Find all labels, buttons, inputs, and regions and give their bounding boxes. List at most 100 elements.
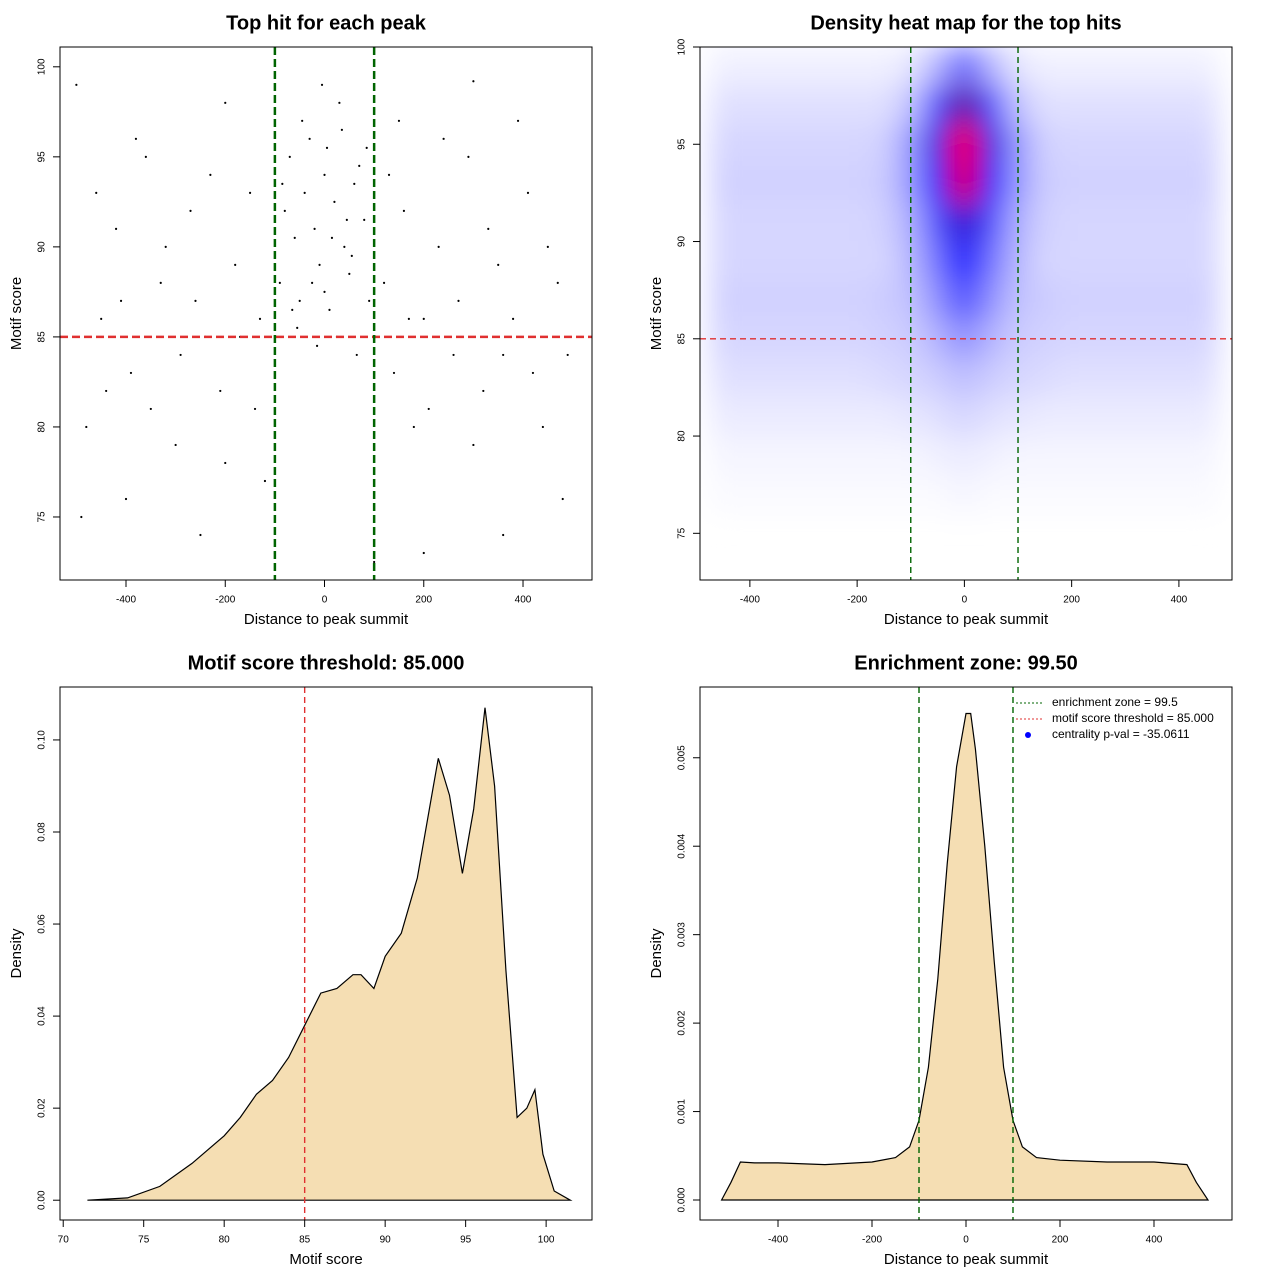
point bbox=[437, 245, 440, 248]
heat-cell bbox=[977, 124, 1006, 165]
legend-entry: centrality p-val = -35.0611 bbox=[1052, 727, 1190, 741]
y-tick-label: 85 bbox=[37, 331, 48, 343]
heat-cell bbox=[1138, 279, 1166, 320]
heat-cell bbox=[870, 279, 898, 320]
point bbox=[348, 272, 351, 275]
point bbox=[407, 317, 410, 321]
heat-cell bbox=[950, 396, 979, 437]
point bbox=[365, 146, 368, 149]
point bbox=[315, 344, 319, 348]
point bbox=[281, 182, 284, 185]
point bbox=[85, 425, 88, 429]
point bbox=[422, 317, 425, 321]
heat-cell bbox=[870, 163, 898, 204]
heat-cell bbox=[1191, 474, 1220, 515]
heat-cell bbox=[1030, 163, 1059, 204]
heat-cell bbox=[977, 241, 1006, 281]
point bbox=[402, 209, 406, 212]
heat-cell bbox=[843, 318, 872, 359]
point bbox=[556, 281, 559, 284]
heat-cell bbox=[762, 279, 791, 320]
point bbox=[296, 326, 299, 330]
point bbox=[382, 281, 386, 284]
y-axis-label: Density bbox=[648, 928, 665, 979]
heat-cell bbox=[1165, 163, 1193, 204]
point bbox=[174, 443, 177, 447]
heat-cell bbox=[843, 202, 872, 243]
point bbox=[487, 227, 490, 230]
heat-cell bbox=[1084, 396, 1113, 437]
heat-cell bbox=[816, 279, 845, 320]
x-tick-label: 95 bbox=[460, 1235, 472, 1246]
heat-cell bbox=[762, 47, 791, 87]
heat-cell bbox=[1084, 202, 1113, 243]
heat-cell bbox=[1057, 47, 1086, 87]
x-tick-label: 75 bbox=[138, 1235, 150, 1246]
heat-cell bbox=[735, 202, 764, 243]
point bbox=[159, 281, 162, 284]
heat-cell bbox=[977, 202, 1006, 243]
plot-frame bbox=[699, 46, 1233, 581]
heat-cell bbox=[816, 202, 845, 243]
heat-cell bbox=[789, 279, 818, 320]
heat-cell bbox=[816, 47, 845, 87]
heat-cell bbox=[789, 241, 818, 281]
x-tick-label: 80 bbox=[219, 1235, 231, 1246]
point bbox=[100, 317, 103, 321]
point bbox=[119, 299, 123, 302]
heat-cell bbox=[1084, 163, 1113, 204]
point bbox=[457, 299, 460, 302]
heat-cell bbox=[950, 47, 979, 87]
heat-cell bbox=[1111, 47, 1140, 87]
x-tick-label: 0 bbox=[962, 595, 968, 606]
heat-cell bbox=[789, 85, 818, 126]
heat-cell bbox=[870, 47, 898, 87]
heat-cell bbox=[923, 202, 952, 243]
heat-cell bbox=[950, 124, 979, 165]
x-tick-label: 90 bbox=[380, 1235, 392, 1246]
y-tick-label: 100 bbox=[37, 58, 48, 75]
heat-cell bbox=[870, 474, 898, 515]
heat-cell bbox=[843, 163, 872, 204]
heat-cell bbox=[709, 279, 737, 320]
x-axis-label: Motif score bbox=[289, 1251, 362, 1268]
point bbox=[546, 245, 549, 248]
heat-cell bbox=[1191, 396, 1220, 437]
heat-cell bbox=[977, 435, 1006, 476]
x-tick-label: 200 bbox=[1063, 595, 1080, 606]
heat-cell bbox=[1057, 85, 1086, 126]
heat-cell bbox=[709, 357, 737, 398]
heat-cell bbox=[923, 474, 952, 515]
x-tick-label: 200 bbox=[1052, 1235, 1069, 1246]
heat-cell bbox=[1138, 241, 1166, 281]
point bbox=[124, 497, 128, 501]
heat-cell bbox=[950, 474, 979, 515]
point bbox=[566, 353, 569, 357]
heat-cell bbox=[1138, 124, 1166, 165]
heat-cell bbox=[816, 396, 845, 437]
heat-cell bbox=[789, 474, 818, 515]
y-tick-label: 0.002 bbox=[677, 1010, 688, 1035]
x-tick-label: 0 bbox=[322, 595, 328, 606]
heat-cell bbox=[843, 47, 872, 87]
panel: Enrichment zone: 99.50 Distance to peak s… bbox=[648, 652, 1233, 1268]
heat-cell bbox=[1111, 357, 1140, 398]
heat-cell bbox=[1138, 47, 1166, 87]
point bbox=[164, 245, 167, 248]
heat-cell bbox=[735, 357, 764, 398]
heat-cell bbox=[923, 357, 952, 398]
x-tick-label: -400 bbox=[768, 1235, 788, 1246]
density-area bbox=[720, 712, 1210, 1201]
point bbox=[353, 182, 356, 185]
panel-title: Motif score threshold: 85.000 bbox=[188, 652, 465, 674]
heat-cell bbox=[1084, 318, 1113, 359]
density-area bbox=[87, 707, 573, 1201]
heat-cell bbox=[1165, 474, 1193, 515]
heat-cell bbox=[1165, 318, 1193, 359]
heat-cell bbox=[1138, 474, 1166, 515]
heat-cell bbox=[1084, 241, 1113, 281]
heat-cell bbox=[1191, 47, 1220, 87]
heat-cell bbox=[709, 435, 737, 476]
point bbox=[129, 371, 133, 375]
